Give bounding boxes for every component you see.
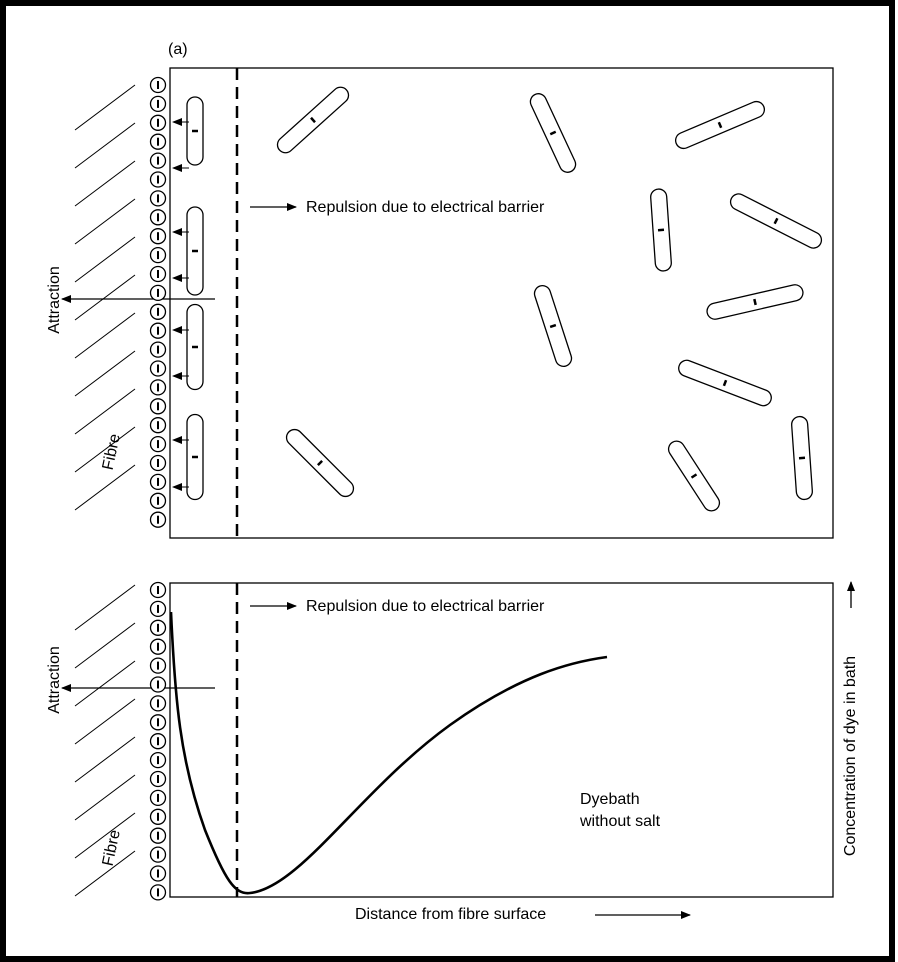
fibre-hatch (74, 388, 136, 435)
dye-charge (549, 130, 557, 136)
fibre-hatch (74, 812, 136, 859)
y-axis-label: Concentration of dye in bath (842, 656, 859, 856)
dye-molecule (186, 96, 204, 166)
dye-charge (722, 379, 728, 387)
fibre-hatch (74, 426, 136, 473)
fibre-hatch (74, 160, 136, 207)
fibre-hatch (74, 736, 136, 783)
dyebath-label: without salt (579, 813, 661, 830)
dye-molecule (186, 413, 204, 501)
dye-molecule (186, 206, 204, 296)
fibre-hatch (74, 464, 136, 511)
attraction-label: Attraction (46, 646, 63, 714)
fibre-hatch (74, 198, 136, 245)
panel-a-box (169, 67, 834, 539)
dye-charge (717, 121, 723, 129)
dye-charge (310, 116, 316, 124)
dye-charge (549, 323, 557, 329)
dye-molecule (791, 415, 813, 501)
dye-molecule (674, 100, 766, 150)
barrier-label: Repulsion due to electrical barrier (306, 598, 545, 615)
fibre-hatch (74, 122, 136, 169)
fibre-hatch (74, 350, 136, 397)
dye-molecule (285, 428, 355, 498)
fibre-hatch (74, 698, 136, 745)
x-axis-label: Distance from fibre surface (355, 906, 546, 923)
fibre-hatch (74, 312, 136, 359)
fibre-hatch (74, 274, 136, 321)
dye-charge (773, 217, 779, 225)
dye-molecule (529, 93, 577, 173)
fibre-hatch (74, 774, 136, 821)
dye-molecule (650, 188, 672, 272)
fibre-hatch (74, 850, 136, 897)
barrier-label: Repulsion due to electrical barrier (306, 199, 545, 216)
dye-molecule (533, 285, 573, 367)
dye-charge (753, 298, 757, 306)
dye-molecule (667, 440, 721, 512)
dye-molecule (678, 359, 772, 407)
fibre-hatch (74, 622, 136, 669)
dye-molecule (729, 193, 823, 249)
dye-charge (690, 473, 698, 479)
dyebath-label: Dyebath (580, 791, 640, 808)
fibre-hatch (74, 660, 136, 707)
attraction-label: Attraction (46, 266, 63, 334)
panel-a-shapes (74, 76, 823, 528)
panel-b-box (169, 582, 834, 898)
dye-molecule (186, 303, 204, 391)
fibre-hatch (74, 84, 136, 131)
fibre-hatch (74, 236, 136, 283)
panel-b-shapes (74, 581, 167, 901)
fibre-hatch (74, 584, 136, 631)
dye-charge (316, 459, 324, 467)
concentration-curve (169, 611, 608, 895)
panel-label: (a) (168, 41, 188, 58)
dye-molecule (706, 284, 804, 320)
dye-molecule (276, 86, 350, 154)
